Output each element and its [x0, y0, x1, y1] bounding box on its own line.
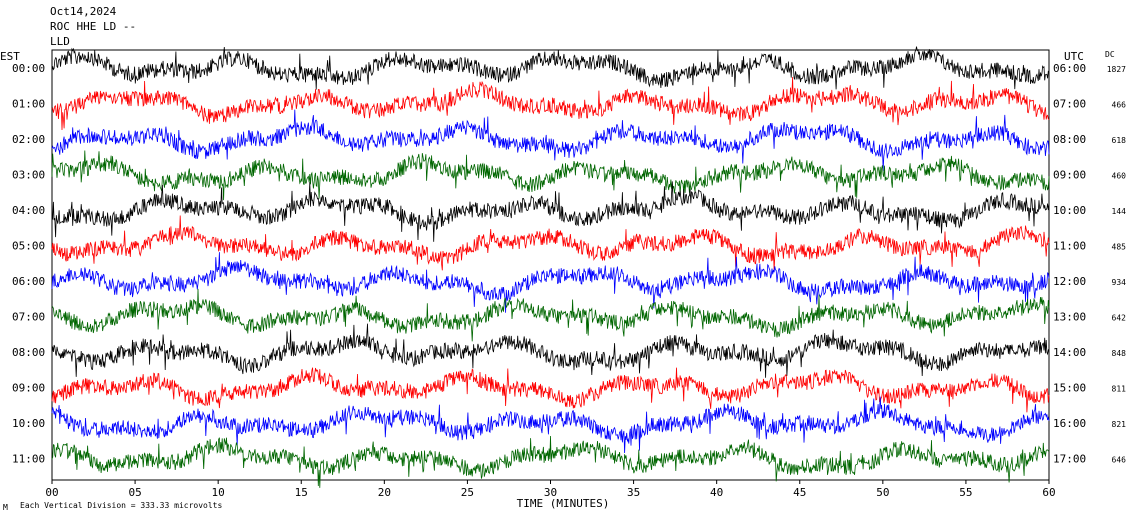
x-tick-label: 55 — [959, 486, 972, 499]
utc-tick-label: 11:00 — [1053, 240, 1086, 253]
utc-tick-label: 15:00 — [1053, 382, 1086, 395]
utc-tick-label: 07:00 — [1053, 98, 1086, 111]
date-label: Oct14,2024 — [50, 5, 117, 18]
utc-tick-label: 13:00 — [1053, 311, 1086, 324]
dc-value: 485 — [1112, 243, 1127, 252]
row-labels-layer: 00:00 06:00 1827 01:00 07:00 466 02:00 08:00 618… — [12, 62, 1126, 466]
trace-row-0 — [51, 46, 1050, 90]
dc-value: 144 — [1112, 207, 1127, 216]
est-tick-label: 03:00 — [12, 169, 45, 182]
x-tick-label: 05 — [128, 486, 141, 499]
station-label: ROC HHE LD -- — [50, 20, 136, 33]
est-tick-label: 11:00 — [12, 453, 45, 466]
dc-value: 934 — [1112, 278, 1127, 287]
trace-row-6 — [51, 252, 1050, 313]
utc-tick-label: 17:00 — [1053, 453, 1086, 466]
utc-axis-label: UTC — [1064, 50, 1084, 63]
dc-value: 618 — [1112, 136, 1127, 145]
x-tick-label: 25 — [461, 486, 474, 499]
est-tick-label: 02:00 — [12, 133, 45, 146]
est-tick-label: 10:00 — [12, 417, 45, 430]
est-axis-label: EST — [0, 50, 20, 63]
est-tick-label: 01:00 — [12, 98, 45, 111]
utc-tick-label: 14:00 — [1053, 346, 1086, 359]
trace-row-5 — [51, 215, 1050, 271]
trace-row-2 — [51, 109, 1050, 172]
x-tick-label: 20 — [378, 486, 391, 499]
est-tick-label: 00:00 — [12, 62, 45, 75]
dc-value: 646 — [1112, 456, 1127, 465]
trace-row-11 — [51, 435, 1050, 488]
trace-row-9 — [51, 367, 1050, 413]
trace-row-4 — [51, 181, 1050, 242]
utc-tick-label: 10:00 — [1053, 204, 1086, 217]
footer-icon: M — [3, 503, 8, 512]
utc-tick-label: 09:00 — [1053, 169, 1086, 182]
dc-value: 642 — [1112, 314, 1127, 323]
x-tick-label: 60 — [1042, 486, 1055, 499]
station-sublabel: LLD — [50, 35, 70, 48]
est-tick-label: 08:00 — [12, 346, 45, 359]
x-tick-label: 00 — [45, 486, 58, 499]
utc-tick-label: 08:00 — [1053, 133, 1086, 146]
est-tick-label: 09:00 — [12, 382, 45, 395]
x-tick-label: 35 — [627, 486, 640, 499]
trace-row-8 — [51, 323, 1050, 378]
dc-value: 1827 — [1107, 65, 1126, 74]
dc-value: 460 — [1112, 172, 1127, 181]
trace-row-7 — [51, 288, 1050, 342]
dc-value: 848 — [1112, 349, 1127, 358]
traces-layer — [51, 46, 1050, 488]
x-tick-label: 10 — [212, 486, 225, 499]
x-tick-label: 50 — [876, 486, 889, 499]
est-tick-label: 06:00 — [12, 275, 45, 288]
trace-row-1 — [51, 76, 1050, 131]
dc-value: 811 — [1112, 385, 1127, 394]
x-tick-label: 40 — [710, 486, 723, 499]
plot-frame — [51, 49, 1050, 481]
est-tick-label: 07:00 — [12, 311, 45, 324]
x-tick-label: 15 — [295, 486, 308, 499]
est-tick-label: 04:00 — [12, 204, 45, 217]
utc-tick-label: 12:00 — [1053, 275, 1086, 288]
utc-tick-label: 16:00 — [1053, 417, 1086, 430]
x-tick-label: 45 — [793, 486, 806, 499]
utc-tick-label: 06:00 — [1053, 62, 1086, 75]
dc-label: DC — [1105, 50, 1115, 59]
x-tick-label: 30 — [544, 486, 557, 499]
x-ticks-layer: 00 05 10 15 20 25 30 35 40 45 50 55 60 — [45, 480, 1056, 499]
footer-note: Each Vertical Division = 333.33 microvol… — [20, 501, 222, 510]
dc-value: 466 — [1112, 101, 1127, 110]
dc-value: 821 — [1112, 420, 1127, 429]
est-tick-label: 05:00 — [12, 240, 45, 253]
trace-row-10 — [51, 396, 1050, 454]
trace-row-3 — [51, 150, 1050, 201]
x-axis-label: TIME (MINUTES) — [517, 497, 610, 510]
